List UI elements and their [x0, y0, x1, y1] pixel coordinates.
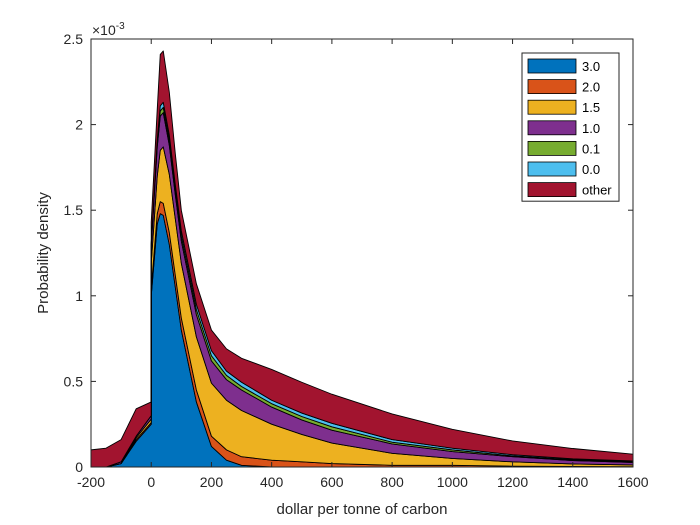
y-tick-label: 2.5 [64, 31, 84, 47]
axes: -200 0 200 400 600 800 1000 1200 1400 160000.511.… [64, 31, 649, 490]
y-exponent-power: -3 [116, 21, 125, 32]
x-tick-label: 1200 [497, 474, 528, 490]
y-tick-label: 1.5 [64, 202, 84, 218]
x-tick-label: 0 [147, 474, 155, 490]
x-tick-label: 1000 [437, 474, 468, 490]
x-tick-label: 1400 [557, 474, 588, 490]
y-tick-label: 2 [75, 117, 83, 133]
x-tick-label: 600 [320, 474, 344, 490]
legend-swatch [527, 140, 577, 156]
legend-label: other [582, 183, 612, 198]
legend-swatch [527, 58, 577, 74]
y-tick-label: 0.5 [64, 373, 84, 389]
x-tick-label: 800 [380, 474, 404, 490]
y-exponent-label: ×10-3 [92, 21, 125, 38]
legend-label: 1.5 [582, 100, 600, 115]
x-axis-label: dollar per tonne of carbon [277, 501, 448, 518]
x-tick-label: 1600 [617, 474, 648, 490]
legend-swatch [527, 79, 577, 94]
legend-label: 3.0 [582, 59, 600, 74]
x-tick-label: -200 [77, 474, 105, 490]
y-tick-label: 1 [75, 288, 83, 304]
legend-swatch [527, 99, 577, 115]
legend-label: 0.1 [582, 141, 600, 156]
y-tick-label: 0 [75, 459, 83, 475]
legend-label: 0.0 [582, 162, 600, 177]
y-exponent-base: ×10 [92, 22, 116, 38]
legend-label: 2.0 [582, 80, 600, 95]
x-tick-label: 400 [260, 474, 284, 490]
legend-swatch [527, 120, 577, 136]
plot-box [90, 38, 634, 468]
x-tick-label: 200 [200, 474, 224, 490]
legend: 3.0 2.0 1.5 1.0 0.1 0.0 other [521, 52, 620, 202]
legend-swatch [527, 182, 577, 198]
legend-swatch [527, 161, 577, 177]
legend-label: 1.0 [582, 121, 600, 136]
y-axis-label: Probability density [35, 192, 52, 314]
